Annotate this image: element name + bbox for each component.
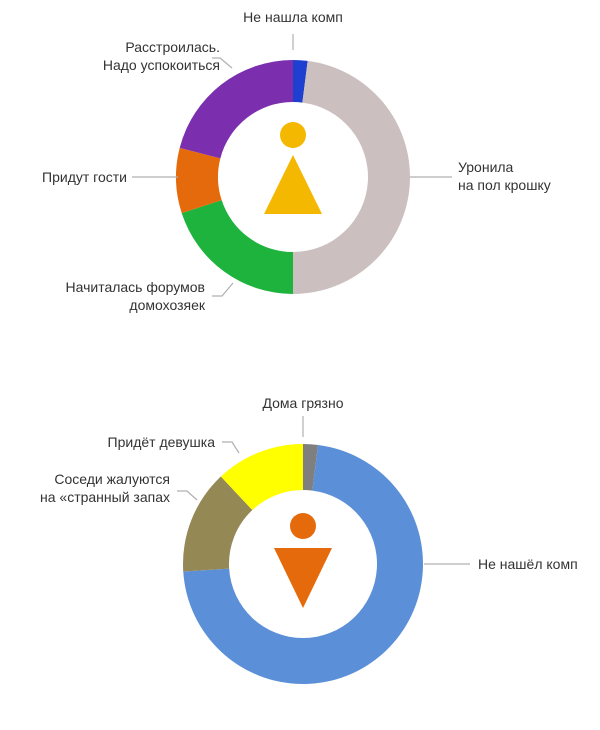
slice-label: Придёт девушка bbox=[108, 434, 216, 450]
female-icon bbox=[264, 122, 322, 214]
slice-1-1 bbox=[293, 60, 308, 103]
donut-chart-1: Не нашла комп Уронила на пол крошку Начитал… bbox=[42, 9, 551, 313]
leader-line bbox=[222, 441, 240, 454]
slice-label: на «странный запах bbox=[40, 489, 170, 505]
slice-2-3 bbox=[183, 476, 253, 572]
slice-2-2 bbox=[183, 444, 424, 685]
slice-1-2 bbox=[293, 60, 411, 295]
slice-label: Соседи жалуются bbox=[54, 471, 170, 487]
slice-2-1 bbox=[303, 444, 319, 491]
slice-label: Не нашла комп bbox=[243, 9, 343, 25]
leader-line bbox=[212, 282, 234, 297]
slice-label: Дома грязно bbox=[263, 395, 344, 411]
slice-label: Надо успокоиться bbox=[103, 57, 220, 73]
leader-line bbox=[212, 57, 233, 69]
slice-label: Придут гости bbox=[42, 169, 127, 185]
donut-chart-2: Дома грязно Не нашёл комп Соседи жалуются н… bbox=[40, 395, 578, 685]
slice-1-3 bbox=[181, 200, 293, 294]
slice-label: домохозяек bbox=[129, 297, 205, 313]
leader-line bbox=[177, 490, 198, 501]
slice-label: Начиталась форумов bbox=[65, 279, 205, 295]
slice-label: Не нашёл комп bbox=[478, 556, 578, 572]
slice-label: на пол крошку bbox=[458, 177, 551, 193]
slice-2-4 bbox=[220, 444, 303, 511]
male-icon bbox=[274, 513, 332, 608]
slice-1-5 bbox=[179, 60, 293, 159]
slice-label: Расстроилась. bbox=[125, 39, 220, 55]
slice-1-4 bbox=[176, 147, 222, 214]
slice-label: Уронила bbox=[458, 159, 514, 175]
